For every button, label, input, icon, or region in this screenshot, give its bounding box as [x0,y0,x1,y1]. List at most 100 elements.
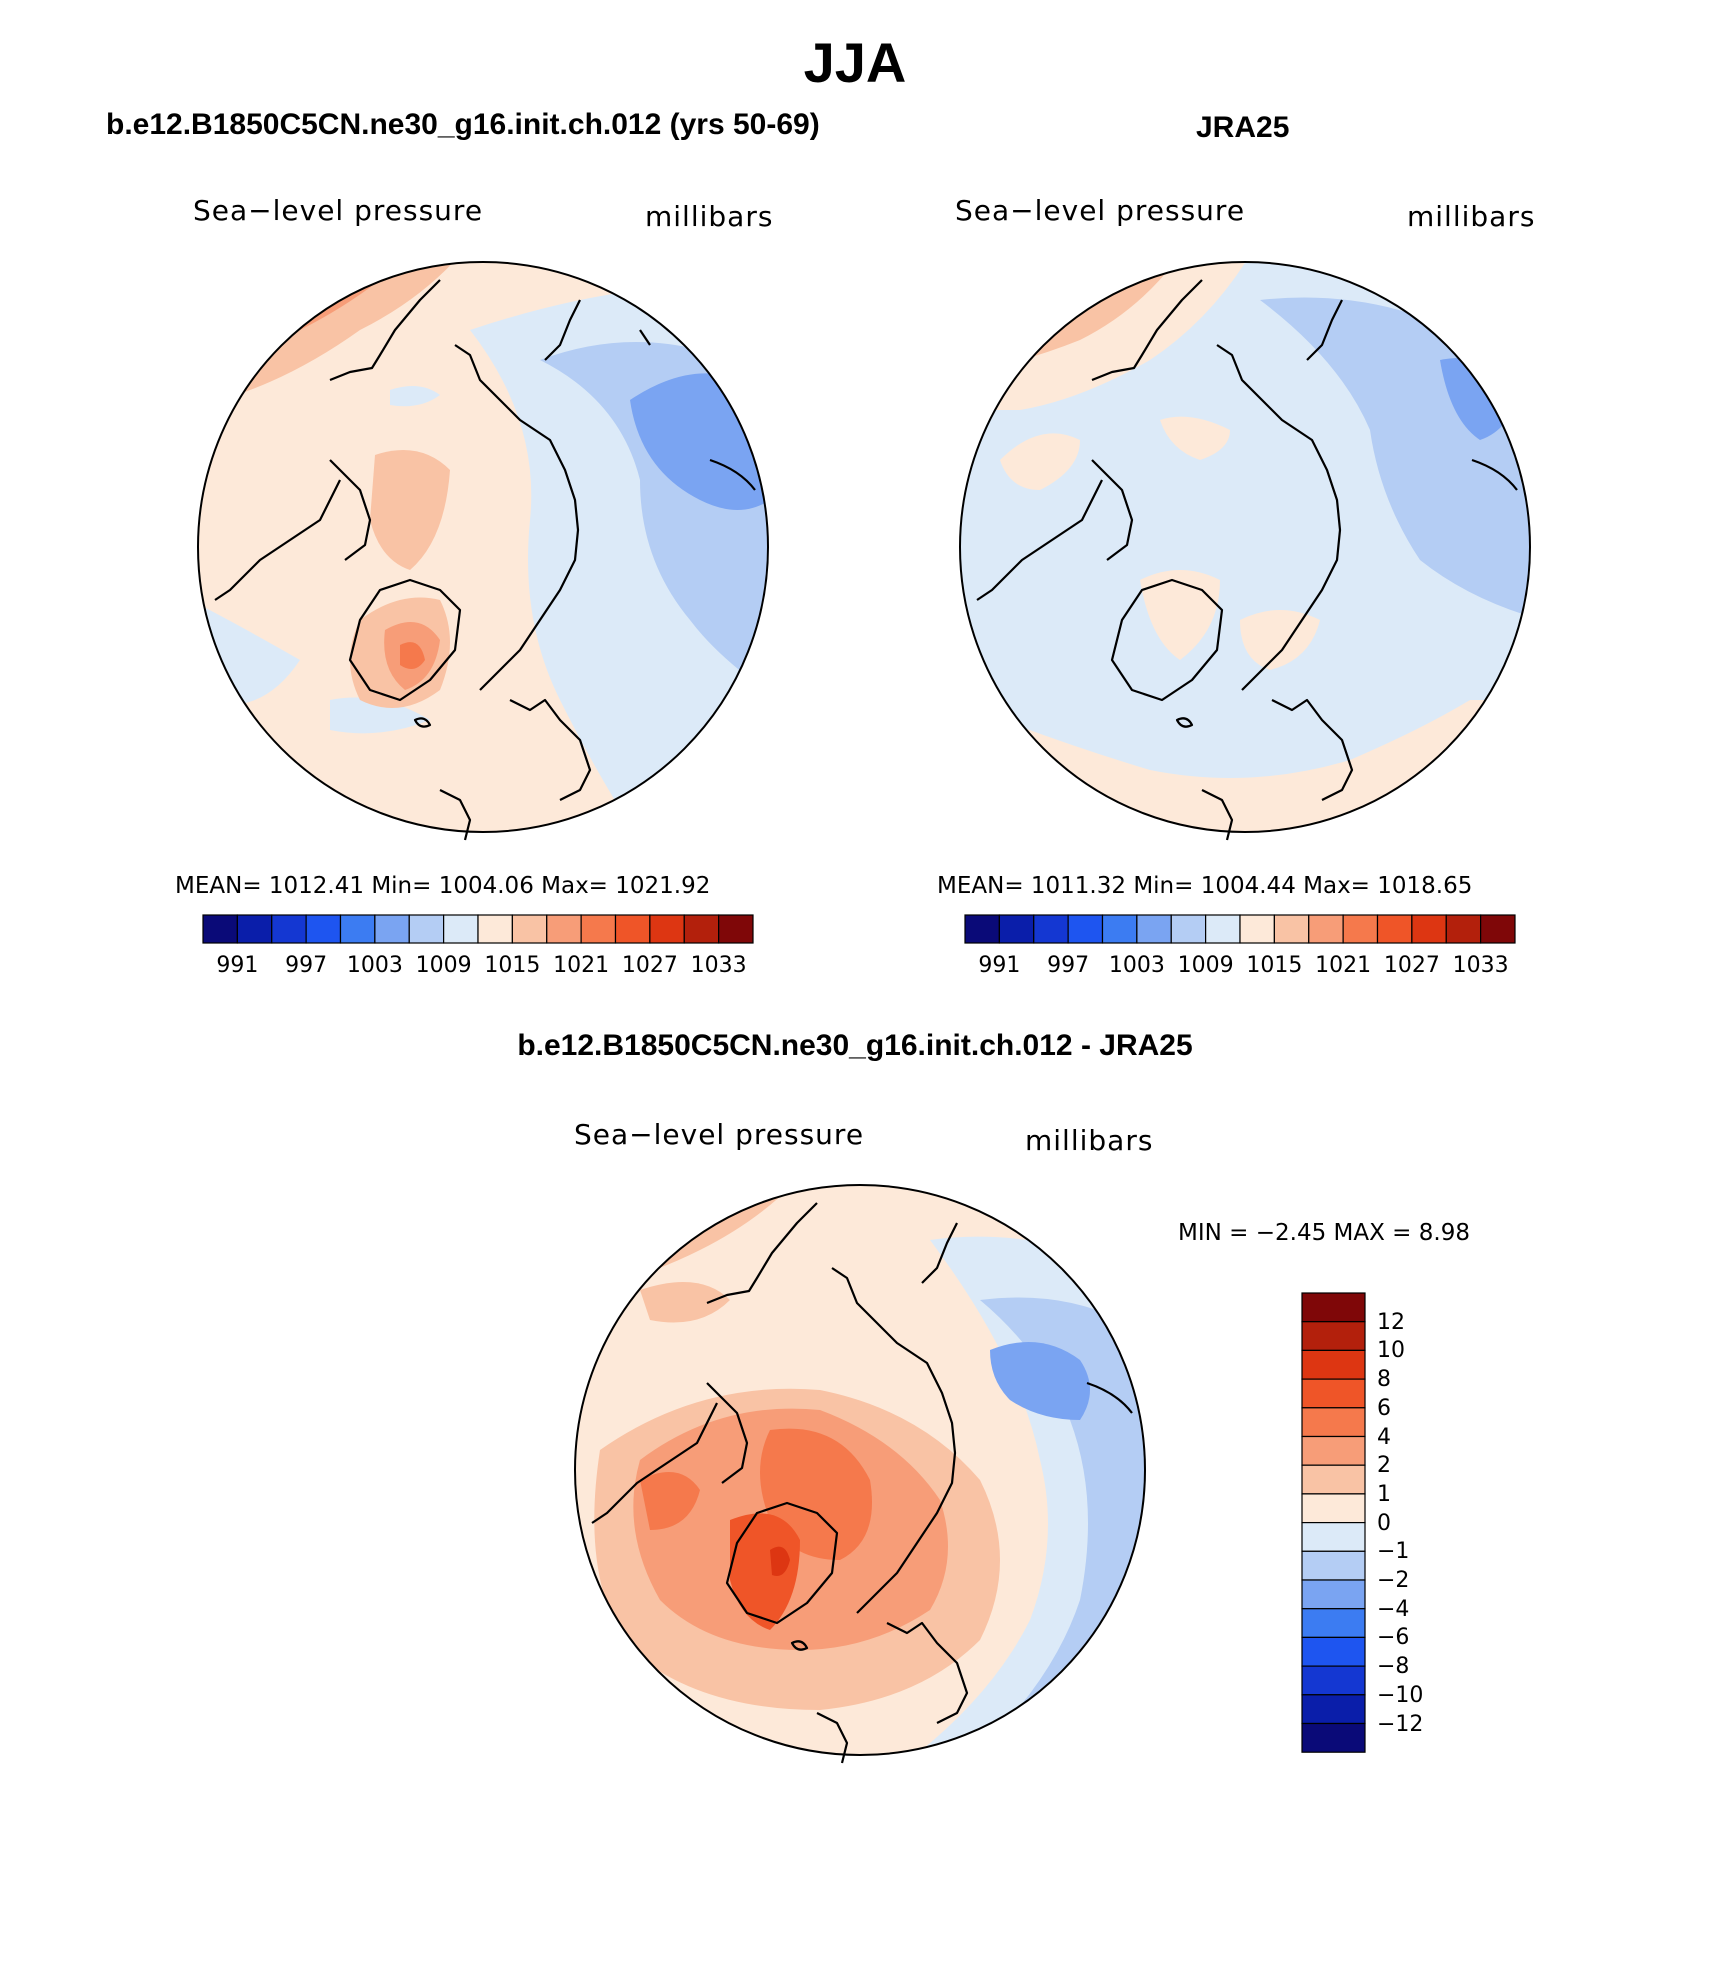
obs-colorbar-segment [1205,914,1241,944]
obs-colorbar-segment [964,914,1000,944]
model-map-boundary [197,261,769,833]
obs-colorbar-segment [998,914,1035,944]
obs-colorbar-segment [1067,914,1104,944]
obs-colorbar-segment [1239,914,1275,944]
diff-colorbar-segment [1301,1292,1366,1323]
model-colorbar-segment [511,914,548,944]
diff-colorbar-tick-label: −1 [1377,1539,1410,1565]
obs-colorbar-segment [1101,914,1138,944]
model-colorbar-segment [305,914,342,944]
obs-colorbar-segment [1411,914,1447,944]
model-colorbar [202,914,754,944]
diff-colorbar-tick-label: 1 [1377,1481,1391,1507]
diff-colorbar-segment [1301,1665,1366,1696]
model-colorbar-tick-label: 991 [216,953,259,978]
diff-colorbar [1301,1292,1366,1753]
obs-colorbar-segment [1342,914,1379,944]
diff-colorbar-tick-label: 4 [1377,1424,1391,1450]
obs-colorbar-segment [1376,914,1413,944]
model-colorbar-tick-label: 1015 [484,953,541,978]
diff-colorbar-segment [1301,1722,1366,1753]
obs-slp-map [960,262,1530,832]
diff-colorbar-segment [1301,1349,1366,1380]
model-colorbar-segment [408,914,445,944]
obs-colorbar-tick-label: 1015 [1246,953,1303,978]
obs-colorbar-tick-label: 991 [978,953,1021,978]
diff-colorbar-segment [1301,1636,1366,1667]
model-colorbar-segment [580,914,617,944]
model-colorbar-tick-label: 1027 [621,953,678,978]
diff-colorbar-tick-label: 8 [1377,1367,1391,1393]
obs-colorbar-segment [1480,914,1516,944]
model-colorbar-segment [477,914,513,944]
diff-colorbar-segment [1301,1378,1366,1409]
diff-colorbar-segment [1301,1435,1366,1466]
model-coastlines [214,279,756,841]
obs-colorbar-tick-label: 1033 [1452,953,1509,978]
diff-colorbar-segment [1301,1407,1366,1438]
obs-colorbar-tick-label: 1021 [1315,953,1372,978]
diff-colorbar-tick-label: −2 [1377,1568,1410,1593]
obs-colorbar-segment [1273,914,1310,944]
diff-colorbar-tick-label: 12 [1377,1309,1405,1335]
diff-map-boundary [574,1184,1146,1756]
model-units-label: millibars [645,200,774,233]
diff-colorbar-tick-label: 2 [1377,1453,1391,1479]
model-colorbar-tick-label: 1003 [346,953,403,978]
diff-colorbar-segment [1301,1579,1366,1610]
diff-variable-label: Sea−level pressure [574,1118,865,1151]
model-colorbar-segment [683,914,720,944]
diff-colorbar-segment [1301,1464,1366,1495]
model-colorbar-segment [202,914,238,944]
obs-coastlines [976,279,1518,841]
model-colorbar-segment [718,914,754,944]
model-colorbar-segment [374,914,410,944]
obs-variable-label: Sea−level pressure [955,194,1246,227]
diff-colorbar-segment [1301,1608,1366,1638]
model-colorbar-segment [236,914,273,944]
diff-colorbar-tick-label: −10 [1377,1682,1424,1708]
obs-colorbar-tick-label: 997 [1047,953,1090,978]
diff-colorbar-segment [1301,1550,1366,1581]
obs-units-label: millibars [1407,200,1536,233]
obs-colorbar-tick-label: 1003 [1108,953,1165,978]
model-colorbar-segment [649,914,685,944]
diff-colorbar-segment [1301,1321,1366,1351]
obs-map-boundary [959,261,1531,833]
obs-colorbar-tick-label: 1009 [1177,953,1234,978]
obs-colorbar-segment [1170,914,1207,944]
diff-colorbar-tick-label: −4 [1377,1596,1410,1622]
diff-panel-heading: b.e12.B1850C5CN.ne30_g16.init.ch.012 - J… [517,1029,1193,1062]
diff-colorbar-tick-label: 0 [1377,1510,1391,1536]
model-colorbar-segment [271,914,307,944]
diff-colorbar-tick-label: −6 [1377,1625,1410,1651]
model-colorbar-segment [546,914,582,944]
diff-slp-map [575,1185,1145,1755]
model-colorbar-segment [614,914,651,944]
obs-panel-heading: JRA25 [1196,111,1290,144]
model-slp-map [198,262,768,832]
model-colorbar-tick-label: 1033 [690,953,747,978]
diff-colorbar-segment [1301,1694,1366,1725]
diff-colorbar-tick-label: 6 [1377,1395,1391,1421]
model-colorbar-segment [443,914,479,944]
diff-colorbar-tick-label: 10 [1377,1338,1405,1364]
obs-colorbar-segment [1308,914,1344,944]
diff-coastlines [591,1202,1133,1764]
model-colorbar-tick-label: 1021 [553,953,610,978]
model-colorbar-segment [339,914,376,944]
diff-colorbar-segment [1301,1493,1366,1524]
obs-stats: MEAN= 1011.32 Min= 1004.44 Max= 1018.65 [937,873,1473,899]
figure-title: JJA [803,31,907,94]
obs-colorbar-segment [1445,914,1482,944]
model-panel-heading: b.e12.B1850C5CN.ne30_g16.init.ch.012 (yr… [106,108,820,141]
model-colorbar-tick-label: 1009 [415,953,472,978]
obs-colorbar-segment [1033,914,1069,944]
diff-colorbar-tick-label: −8 [1377,1654,1410,1680]
diff-stats: MIN = −2.45 MAX = 8.98 [1178,1220,1470,1246]
diff-units-label: millibars [1025,1124,1154,1157]
diff-colorbar-tick-label: −12 [1377,1711,1424,1737]
obs-colorbar-tick-label: 1027 [1383,953,1440,978]
model-stats: MEAN= 1012.41 Min= 1004.06 Max= 1021.92 [175,873,711,899]
